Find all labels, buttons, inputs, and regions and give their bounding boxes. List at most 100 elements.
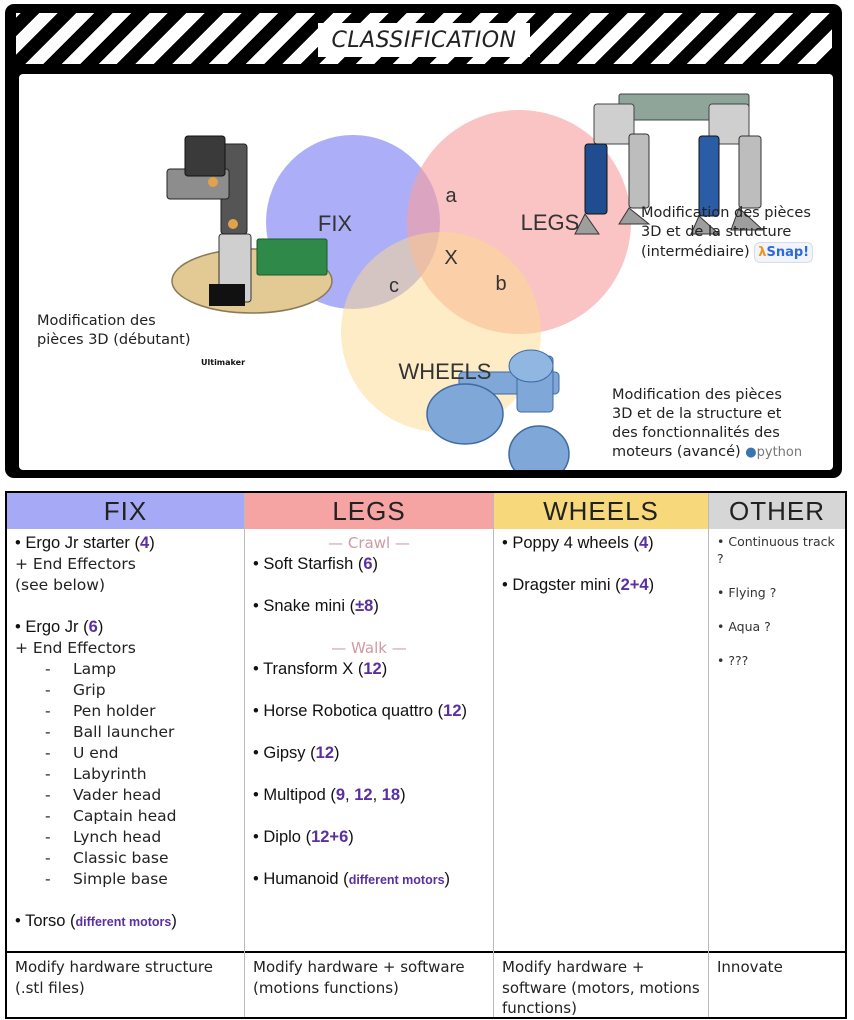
list-item: • Snake mini (±8): [253, 597, 379, 615]
column-legs: LEGS — Crawl — • Soft Starfish (6) • Sna…: [245, 493, 494, 1017]
snap-logo: λSnap!: [754, 242, 814, 263]
list-item: • Aqua ?: [717, 619, 771, 634]
list-item: -U end: [45, 744, 119, 762]
motor-count: 4: [140, 534, 150, 552]
list-item: • Ergo Jr (6): [15, 618, 104, 636]
list-item: • Diplo (12+6): [253, 828, 354, 846]
motor-count: 9: [335, 786, 346, 804]
legs-list: — Crawl — • Soft Starfish (6) • Snake mi…: [245, 529, 493, 949]
footer-fix: Modify hardware structure (.stl files): [7, 951, 244, 1017]
other-list: • Continuous track ? • Flying ? • Aqua ?…: [709, 529, 845, 949]
list-item: - Lynch head: [45, 828, 162, 846]
caption-advanced-line3: des fonctionnalités des: [612, 425, 780, 441]
header-wheels: WHEELS: [494, 493, 708, 529]
list-item: • Multipod (9, 12, 18): [253, 786, 406, 804]
wheeled-robot-illustration: [426, 349, 570, 470]
header-other: OTHER: [709, 493, 845, 529]
title-divider: [16, 64, 832, 66]
caption-intermediate: Modification des pièces 3D et de la stru…: [641, 204, 814, 263]
motor-count: 2+4: [620, 576, 649, 594]
venn-diagram-area: FIX LEGS WHEELS a X c b Modification des…: [19, 74, 833, 470]
list-item: - Simple base: [45, 870, 168, 888]
list-item: - Captain head: [45, 807, 177, 825]
motor-note: different motors: [75, 915, 172, 929]
list-item: • Soft Starfish (6): [253, 555, 379, 573]
fix-list: • Ergo Jr starter (4) + End Effectors (s…: [7, 529, 244, 949]
list-item: • Ergo Jr starter (4): [15, 534, 155, 552]
venn-label-x: X: [444, 247, 457, 269]
section-crawl: — Crawl —: [328, 534, 410, 552]
caption-beginner-line1: Modification des: [37, 313, 156, 329]
list-item: • ???: [717, 653, 749, 668]
venn-label-c: c: [389, 275, 399, 297]
title-bar: CLASSIFICATION: [16, 13, 832, 66]
caption-intermediate-line1: Modification des pièces: [641, 205, 811, 221]
venn-label-a: a: [445, 185, 457, 207]
motor-count: 12: [315, 744, 335, 762]
venn-label-legs: LEGS: [521, 210, 580, 235]
caption-advanced: Modification des pièces 3D et de la stru…: [612, 386, 802, 462]
list-item: • Poppy 4 wheels (4): [502, 534, 654, 552]
list-item: - Classic base: [45, 849, 169, 867]
list-item: - Grip: [45, 681, 106, 699]
python-logo: ●python: [745, 445, 803, 460]
venn-label-b: b: [495, 273, 506, 295]
item-name: Torso: [25, 912, 66, 930]
caption-advanced-line1: Modification des pièces: [612, 387, 782, 403]
caption-intermediate-line3: (intermédiaire): [641, 244, 750, 260]
list-item: • Gipsy (12): [253, 744, 340, 762]
caption-beginner: Modification des pièces 3D (débutant): [37, 312, 191, 350]
python-logo-text: python: [756, 445, 803, 460]
classification-panel: CLASSIFICATION: [5, 4, 842, 478]
motor-count: 18: [381, 786, 401, 804]
title-box: CLASSIFICATION: [318, 23, 530, 57]
effector-list: - Lamp - Grip - Pen holder - Ball launcher -…: [15, 659, 236, 890]
column-fix: FIX • Ergo Jr starter (4) + End Effector…: [7, 493, 245, 1017]
end-effectors-note: + End Effectors: [15, 639, 136, 657]
list-item: - Lamp: [45, 660, 117, 678]
list-item: • Dragster mini (2+4): [502, 576, 655, 594]
item-name: Ergo Jr starter: [25, 534, 130, 552]
list-item: - Labyrinth: [45, 765, 147, 783]
motor-note: different motors: [348, 873, 445, 887]
motor-count: 4: [638, 534, 649, 552]
venn-diagram: FIX LEGS WHEELS a X c b: [166, 93, 765, 470]
motor-count: 6: [88, 618, 98, 636]
caption-beginner-line2: pièces 3D (débutant): [37, 332, 191, 348]
page-title: CLASSIFICATION: [331, 27, 517, 53]
caption-intermediate-line2: 3D et de la structure: [641, 224, 792, 240]
motor-count: 12: [363, 660, 382, 678]
column-other: OTHER • Continuous track ? • Flying ? • …: [709, 493, 845, 1017]
end-effectors-note: + End Effectors: [15, 555, 136, 573]
list-item: • Flying ?: [717, 585, 777, 600]
list-item: • Torso (different motors): [15, 912, 177, 930]
motor-count: 12+6: [311, 828, 349, 846]
footer-other: Innovate: [709, 951, 845, 1017]
caption-advanced-line4: moteurs (avancé): [612, 444, 741, 460]
list-item: • Horse Robotica quattro (12): [253, 702, 468, 720]
footer-legs: Modify hardware + software (motions func…: [245, 951, 493, 1017]
header-fix: FIX: [7, 493, 244, 529]
ultimaker-logo: Ultimaker: [201, 358, 246, 367]
legged-robot-illustration: [574, 93, 765, 235]
list-item: • Continuous track ?: [717, 534, 835, 566]
list-item: • Humanoid (different motors): [253, 870, 451, 888]
motor-count: 6: [363, 555, 373, 573]
ergo-jr-illustration: [166, 135, 333, 314]
venn-label-wheels: WHEELS: [399, 359, 492, 384]
column-wheels: WHEELS • Poppy 4 wheels (4) • Dragster m…: [494, 493, 709, 1017]
item-name: Ergo Jr: [25, 618, 79, 636]
wheels-list: • Poppy 4 wheels (4) • Dragster mini (2+…: [494, 529, 708, 949]
section-walk: — Walk —: [331, 639, 407, 657]
motor-count: ±8: [355, 597, 374, 615]
classification-table: FIX • Ergo Jr starter (4) + End Effector…: [5, 491, 847, 1019]
snap-logo-text: Snap!: [766, 245, 810, 260]
motor-count: 12: [443, 702, 462, 720]
caption-advanced-line2: 3D et de la structure et: [612, 406, 782, 422]
caption-advanced-line4-row: moteurs (avancé) ●python: [612, 443, 802, 462]
header-legs: LEGS: [245, 493, 493, 529]
list-item: - Pen holder: [45, 702, 156, 720]
venn-label-fix: FIX: [318, 211, 353, 236]
motor-count: 12: [354, 786, 373, 804]
footer-wheels: Modify hardware + software (motors, moti…: [494, 951, 708, 1017]
